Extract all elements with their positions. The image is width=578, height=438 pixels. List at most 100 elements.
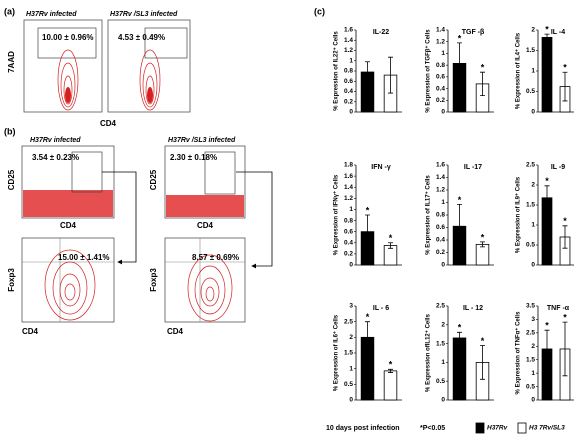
error-bar (544, 185, 550, 211)
significance-marker: * (481, 232, 485, 242)
gate-value: 8.57 ± 0.69% (192, 253, 239, 262)
y-tick-label: 1.5 (526, 356, 535, 363)
axis-label: CD4 (22, 327, 39, 336)
y-tick-label: 0.6 (344, 78, 353, 85)
y-tick-label: 1.4 (436, 174, 445, 181)
error-bar (388, 56, 393, 94)
significance-marker: * (458, 33, 462, 43)
y-tick-label: 0 (349, 262, 353, 269)
gate (144, 27, 188, 59)
y-tick-label: 0.4 (344, 239, 353, 246)
y-axis-label: % Expression ofIL12⁺ Cells (425, 313, 432, 392)
density (23, 190, 113, 217)
error-bar (480, 241, 485, 248)
y-tick-label: 0.4 (344, 88, 353, 95)
y-tick-label: 2 (531, 343, 535, 350)
y-tick-label: 1 (531, 68, 535, 75)
y-tick-label: 1.2 (436, 38, 445, 45)
gate (37, 27, 97, 59)
bar-chart: 0 0.5 1 1.5 2 % Expression of IL4⁺ Cells IL -4… (515, 24, 574, 116)
bar-chart: 0 0.2 0.4 0.6 0.8 1 1.2 1.4 1.6 % Expression of I… (425, 162, 494, 269)
flow-plot: H37Rv infected 10.00 ± 0.96% (23, 11, 103, 113)
legend-swatch (517, 422, 527, 434)
y-tick-label: 0.8 (436, 212, 445, 219)
y-axis-label: % Expression of IL6⁺ Cells (333, 314, 340, 391)
chart-title: IL-22 (373, 29, 389, 36)
y-tick-label: 3 (349, 303, 353, 310)
y-axis-label: % Expression of IL17⁺ Cells (425, 175, 432, 255)
density (166, 195, 244, 217)
chart-title: IL - 6 (373, 305, 389, 312)
error-bar (544, 33, 550, 42)
significance-marker: * (563, 63, 567, 73)
y-tick-label: 1 (531, 222, 535, 229)
error-bar (365, 321, 370, 354)
significance-marker: * (545, 176, 549, 186)
y-tick-label: 1 (441, 359, 445, 366)
bar-chart: 0 0.5 1 1.5 2 2.5 3 % Expression of IL6⁺ Cells I… (333, 303, 402, 404)
plot-frame (21, 237, 115, 323)
y-tick-label: 1.2 (344, 195, 353, 202)
y-tick-label: 1.5 (526, 202, 535, 209)
error-bar (388, 368, 393, 373)
y-tick-label: 0.8 (344, 217, 353, 224)
density (187, 254, 233, 322)
axis-label: Foxp3 (149, 268, 158, 292)
error-bar (544, 329, 550, 369)
gate (204, 151, 236, 195)
y-tick-label: 1.8 (344, 162, 353, 169)
y-tick-label: 0.2 (436, 97, 445, 104)
significance-marker: * (366, 205, 370, 215)
error-bar (562, 225, 568, 249)
chart-title: IL -17 (464, 164, 482, 171)
y-tick-label: 1 (349, 206, 353, 213)
y-tick-label: 0 (349, 109, 353, 116)
y-tick-label: 0 (531, 109, 535, 116)
y-tick-label: 1.5 (526, 47, 535, 54)
error-bar (480, 345, 485, 380)
gate-value: 3.54 ± 0.23% (32, 153, 79, 162)
y-axis-label: % Expression of IL22⁺ Cells (333, 31, 340, 111)
y-tick-label: 0.8 (344, 68, 353, 75)
panel-label: (b) (4, 126, 16, 136)
error-bar (457, 331, 462, 344)
density (57, 49, 79, 111)
y-tick-label: 1.6 (344, 173, 353, 180)
arrow (236, 171, 273, 269)
arrow (102, 171, 137, 265)
y-tick-label: 3 (531, 316, 535, 323)
y-tick-label: 1 (531, 370, 535, 377)
chart-title: IL -9 (551, 164, 565, 171)
y-tick-label: 0.6 (436, 224, 445, 231)
gate-value: 15.00 ± 1.41% (58, 253, 110, 262)
plot-title: H37Rv /SL3 infected (110, 11, 178, 18)
y-tick-label: 1.4 (344, 37, 353, 44)
y-tick-label: 0 (441, 397, 445, 404)
legend-significance: *P<0.05 (420, 425, 445, 432)
error-bar (457, 42, 462, 85)
y-tick-label: 2.5 (526, 162, 535, 169)
y-tick-label: 1.4 (344, 184, 353, 191)
y-tick-label: 1.2 (436, 187, 445, 194)
y-axis-label: % Expression of IL4⁺ Cells (515, 32, 522, 109)
y-tick-label: 2 (531, 182, 535, 189)
y-tick-label: 2 (349, 334, 353, 341)
legend-note: 10 days post infection (326, 425, 400, 432)
significance-marker: * (563, 216, 567, 226)
y-axis-label: % Expression of TNFα⁺ Cells (515, 311, 522, 395)
y-tick-label: 1 (441, 199, 445, 206)
legend-label: H37Rv (487, 425, 508, 432)
chart-title: IL -4 (551, 29, 565, 36)
axis-label: CD25 (7, 169, 16, 190)
y-tick-label: 0.5 (436, 378, 445, 385)
bar (541, 36, 553, 113)
significance-marker: * (563, 312, 567, 322)
significance-marker: * (389, 233, 393, 243)
y-tick-label: 2.5 (526, 330, 535, 337)
error-bar (388, 242, 393, 249)
y-tick-label: 1.6 (344, 27, 353, 34)
error-bar (365, 214, 370, 249)
flow-plot: H37Rv /SL3 infected 4.53 ± 0.49% (107, 11, 191, 113)
significance-marker: * (458, 323, 462, 333)
axis-label: CD25 (149, 169, 158, 190)
